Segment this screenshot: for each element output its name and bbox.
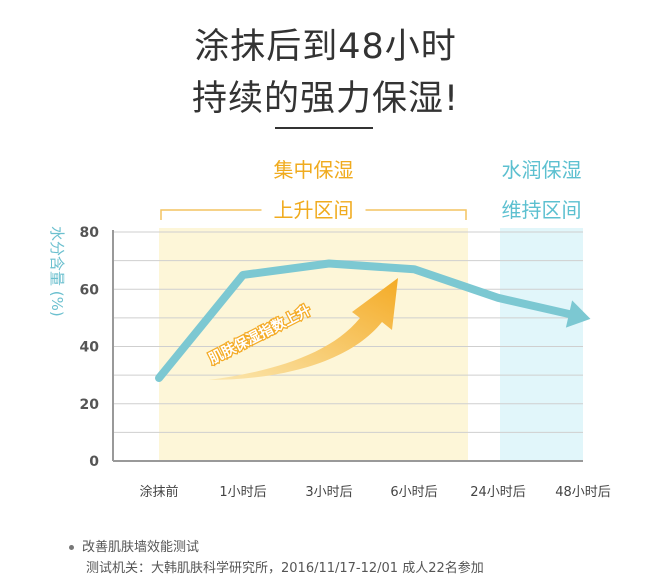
region-label-1-line-1: 集中保湿 [274,158,354,182]
y-tick-label: 60 [80,282,100,298]
x-tick-label: 6小时后 [390,485,437,500]
footnote-test-name: 改善肌肤墙效能测试 [69,536,199,555]
y-tick-label: 80 [80,225,100,241]
footnote-line-2: 测试机关：大韩肌肤科学研究所，2016/11/17-12/01 成人22名参加 [86,557,484,576]
footnote-line-1: 改善肌肤墙效能测试 [82,540,199,555]
x-tick-label: 涂抹前 [139,484,178,500]
x-tick-label: 24小时后 [470,485,526,500]
x-tick-label: 3小时后 [305,485,352,500]
bullet-dot [69,545,74,550]
x-tick-label: 48小时后 [555,485,611,500]
x-tick-label: 1小时后 [219,485,266,500]
region-label-2-line-2: 维持区间 [502,198,582,222]
y-tick-label: 20 [80,397,100,413]
region-label-1-line-2: 上升区间 [274,198,354,222]
region-label-2-line-1: 水润保湿 [502,158,582,182]
y-tick-label: 0 [89,454,99,470]
y-axis-label: 水分含量 (%) [48,226,66,317]
region-band-2 [500,228,583,461]
y-tick-label: 40 [80,340,100,356]
